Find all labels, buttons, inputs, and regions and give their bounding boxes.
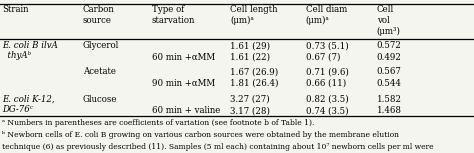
Text: E. coli B ilvA: E. coli B ilvA <box>2 41 58 50</box>
Text: 60 min +αMM: 60 min +αMM <box>152 53 215 62</box>
Text: 1.61 (29): 1.61 (29) <box>230 41 270 50</box>
Text: 0.544: 0.544 <box>377 79 401 88</box>
Text: 0.572: 0.572 <box>377 41 401 50</box>
Text: Acetate: Acetate <box>83 67 116 76</box>
Text: thyAᵇ: thyAᵇ <box>2 51 31 60</box>
Text: 0.492: 0.492 <box>377 53 401 62</box>
Text: Cell
vol
(μm³): Cell vol (μm³) <box>377 5 401 36</box>
Text: 0.74 (3.5): 0.74 (3.5) <box>306 106 348 115</box>
Text: 90 min +αMM: 90 min +αMM <box>152 79 215 88</box>
Text: Glucose: Glucose <box>83 95 118 104</box>
Text: Glycerol: Glycerol <box>83 41 119 50</box>
Text: DG-76ᶜ: DG-76ᶜ <box>2 105 33 114</box>
Text: 60 min + valine: 60 min + valine <box>152 106 220 115</box>
Text: 1.61 (22): 1.61 (22) <box>230 53 270 62</box>
Text: 0.73 (5.1): 0.73 (5.1) <box>306 41 348 50</box>
Text: 3.27 (27): 3.27 (27) <box>230 95 270 104</box>
Text: technique (6) as previously described (11). Samples (5 ml each) containing about: technique (6) as previously described (1… <box>2 143 434 151</box>
Text: Strain: Strain <box>2 5 29 14</box>
Text: 1.67 (26.9): 1.67 (26.9) <box>230 67 278 76</box>
Text: ᵃ Numbers in parentheses are coefficients of variation (see footnote b of Table : ᵃ Numbers in parentheses are coefficient… <box>2 119 315 127</box>
Text: 0.67 (7): 0.67 (7) <box>306 53 340 62</box>
Text: 1.81 (26.4): 1.81 (26.4) <box>230 79 278 88</box>
Text: Cell diam
(μm)ᵃ: Cell diam (μm)ᵃ <box>306 5 347 25</box>
Text: ᵇ Newborn cells of E. coli B growing on various carbon sources were obtained by : ᵇ Newborn cells of E. coli B growing on … <box>2 131 400 139</box>
Text: Carbon
source: Carbon source <box>83 5 115 25</box>
Text: 0.567: 0.567 <box>377 67 401 76</box>
Text: 3.17 (28): 3.17 (28) <box>230 106 270 115</box>
Text: 1.582: 1.582 <box>377 95 402 104</box>
Text: 1.468: 1.468 <box>377 106 402 115</box>
Text: E. coli K-12,: E. coli K-12, <box>2 95 55 104</box>
Text: Type of
starvation: Type of starvation <box>152 5 195 25</box>
Text: 0.66 (11): 0.66 (11) <box>306 79 346 88</box>
Text: 0.71 (9.6): 0.71 (9.6) <box>306 67 348 76</box>
Text: 0.82 (3.5): 0.82 (3.5) <box>306 95 348 104</box>
Text: Cell length
(μm)ᵃ: Cell length (μm)ᵃ <box>230 5 277 25</box>
